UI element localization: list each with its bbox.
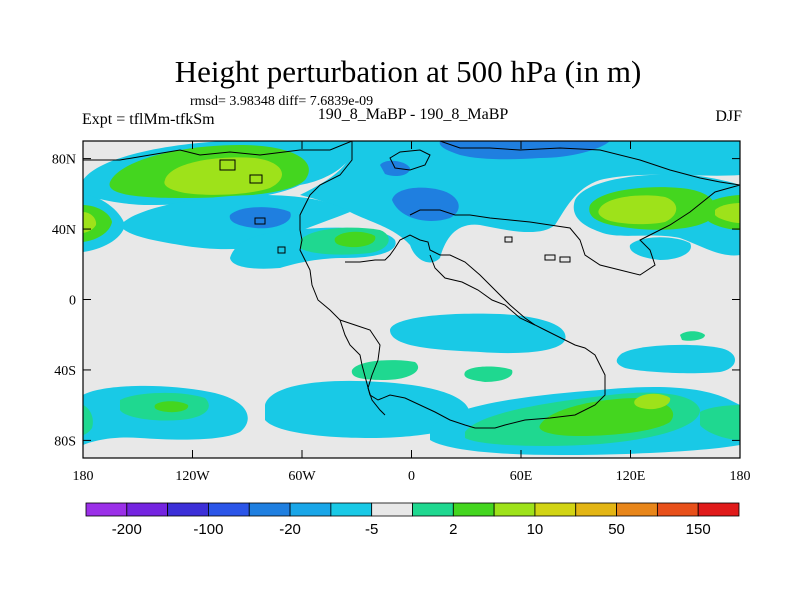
contour-region-sh-pacific-left-lime: [154, 401, 189, 413]
stats-label: rmsd= 3.98348 diff= 7.6839e-09: [190, 94, 374, 109]
case-label: 190_8_MaBP - 190_8_MaBP: [317, 106, 509, 123]
contour-region-pac-tropics-green: [680, 331, 705, 341]
colorbar-swatch: [452, 502, 495, 517]
colorbar-swatch: [330, 502, 373, 517]
colorbar-label: 50: [608, 521, 625, 538]
coastline-africa: [429, 254, 536, 326]
x-tick-label: 120E: [616, 469, 646, 484]
contour-region-sh-far-right: [700, 405, 740, 440]
contour-region-wpac-small: [629, 237, 691, 260]
x-tick-label: 180: [73, 469, 94, 484]
contour-region-sh-tropics: [390, 313, 566, 354]
x-tick-label: 60W: [288, 469, 316, 484]
contour-region-dateline-lime: [715, 203, 740, 223]
coastline-south-america: [339, 319, 386, 416]
contour-region-atl-tropics-green: [351, 360, 419, 380]
colorbar-swatch: [534, 502, 577, 517]
contour-region-wpac-right-lime: [598, 195, 677, 225]
colorbar: -200 -100 -20 -5 2 10 50 150: [85, 502, 740, 538]
colorbar-swatch: [697, 502, 740, 517]
colorbar-label: 2: [449, 521, 457, 538]
colorbar-swatch: [167, 502, 209, 517]
y-tick-label: 80N: [52, 153, 76, 168]
colorbar-swatch: [412, 502, 454, 517]
coastline-europe: [409, 141, 740, 276]
coastline-greenland: [389, 149, 431, 171]
colorbar-label: 150: [686, 521, 711, 538]
map-area: [83, 141, 740, 458]
colorbar-label: -100: [193, 521, 223, 538]
colorbar-swatch: [289, 502, 332, 517]
colorbar-label: -20: [279, 521, 301, 538]
season-label: DJF: [715, 108, 742, 125]
coastline-small-4: [504, 236, 513, 243]
contour-region-europe-blue: [392, 187, 459, 221]
coastline-small-6: [559, 256, 571, 263]
contour-region-sam-green: [464, 366, 513, 382]
colorbar-swatch: [656, 502, 699, 517]
contour-region-pac-tropics: [616, 344, 735, 374]
coastline-small-5: [544, 254, 556, 261]
contour-region-eurasia: [300, 141, 740, 263]
experiment-label: Expt = tflMm-tfkSm: [82, 111, 215, 128]
coastline-north-america: [83, 141, 606, 429]
x-tick-label: 180: [730, 469, 751, 484]
colorbar-swatch: [208, 502, 250, 517]
colorbar-label: 10: [527, 521, 544, 538]
colorbar-swatch: [616, 502, 658, 517]
axis-ticks: 180 120W 60W 0 60E 120E 180 80N 40N 0 40S 80S: [52, 141, 751, 484]
y-tick-label: 0: [69, 294, 76, 309]
contour-region-sh-far-left: [83, 405, 93, 435]
contour-region-sh-atlantic: [265, 380, 470, 438]
coastline-asia-north: [439, 141, 740, 186]
plot-title: Height perturbation at 500 hPa (in m): [174, 54, 642, 89]
colorbar-swatch: [248, 502, 291, 517]
coastline-small-3: [254, 217, 266, 225]
coastlines: [83, 141, 740, 429]
colorbar-swatch: [126, 502, 169, 517]
y-tick-label: 80S: [54, 434, 76, 449]
y-tick-label: 40S: [54, 364, 76, 379]
x-tick-label: 0: [408, 469, 415, 484]
colorbar-label: -5: [365, 521, 378, 538]
colorbar-swatch: [85, 502, 128, 517]
x-tick-label: 120W: [175, 469, 210, 484]
x-tick-label: 60E: [510, 469, 533, 484]
colorbar-label: -200: [112, 521, 142, 538]
contour-region-atl-lime: [334, 231, 376, 248]
coastline-small-7: [277, 246, 286, 254]
colorbar-swatch: [493, 502, 536, 517]
y-tick-label: 40N: [52, 223, 76, 238]
coastline-small-1: [219, 159, 236, 171]
contour-region-sh-indian-lime: [539, 398, 674, 436]
colorbar-swatch: [371, 502, 413, 517]
colorbar-swatch: [575, 502, 617, 517]
contour-region-wpac-left-lime: [83, 212, 97, 233]
coastline-small-2: [249, 174, 263, 184]
contour-region-npac-lime: [164, 157, 282, 195]
contour-region-sh-indian-yellow: [634, 393, 671, 410]
